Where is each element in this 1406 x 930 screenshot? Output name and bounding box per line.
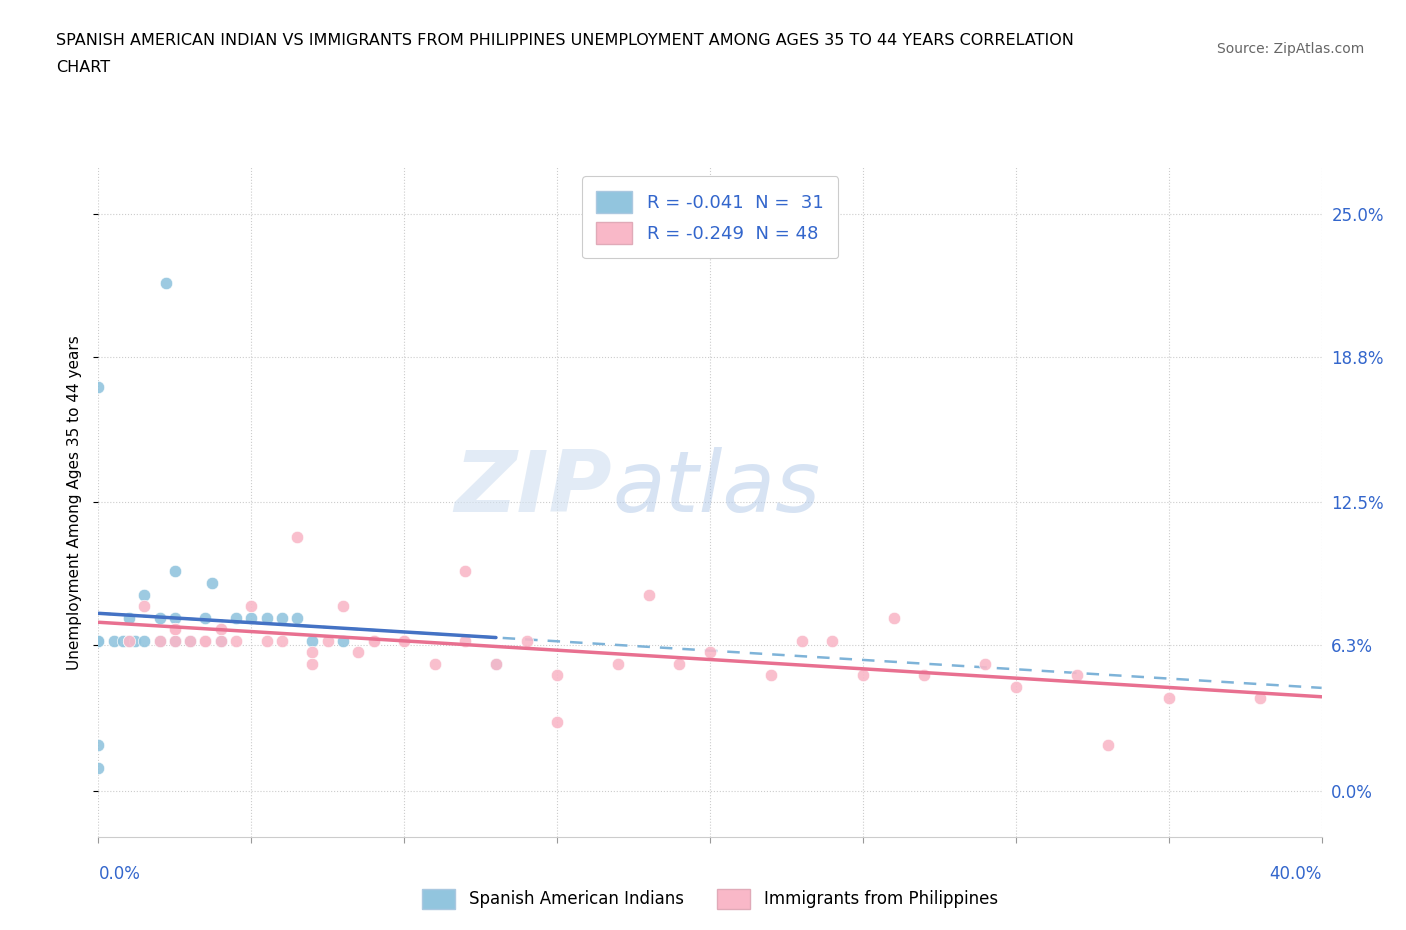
Point	[134, 633, 156, 648]
Text: SPANISH AMERICAN INDIAN VS IMMIGRANTS FROM PHILIPPINES UNEMPLOYMENT AMONG AGES 3: SPANISH AMERICAN INDIAN VS IMMIGRANTS FR…	[56, 33, 1074, 47]
Point	[256, 633, 278, 648]
Point	[87, 737, 110, 752]
Point	[1066, 668, 1088, 683]
Point	[1249, 691, 1271, 706]
Point	[883, 610, 905, 625]
Point	[1157, 691, 1180, 706]
Point	[332, 633, 354, 648]
Point	[485, 657, 508, 671]
Point	[194, 633, 217, 648]
Point	[821, 633, 844, 648]
Point	[852, 668, 875, 683]
Point	[111, 633, 134, 648]
Point	[637, 587, 661, 602]
Point	[301, 644, 323, 659]
Point	[194, 610, 217, 625]
Point	[209, 633, 232, 648]
Point	[270, 633, 292, 648]
Point	[163, 633, 186, 648]
Point	[87, 379, 110, 394]
Point	[759, 668, 782, 683]
Point	[347, 644, 370, 659]
Y-axis label: Unemployment Among Ages 35 to 44 years: Unemployment Among Ages 35 to 44 years	[67, 335, 83, 670]
Point	[163, 622, 186, 637]
Point	[516, 633, 538, 648]
Point	[392, 633, 416, 648]
Point	[163, 622, 186, 637]
Point	[485, 657, 508, 671]
Point	[240, 610, 263, 625]
Point	[301, 633, 323, 648]
Point	[209, 633, 232, 648]
Point	[194, 633, 217, 648]
Point	[363, 633, 385, 648]
Point	[912, 668, 935, 683]
Point	[270, 610, 292, 625]
Point	[163, 610, 186, 625]
Point	[546, 714, 568, 729]
Text: 0.0%: 0.0%	[98, 865, 141, 883]
Point	[240, 599, 263, 614]
Point	[87, 761, 110, 776]
Point	[200, 576, 222, 591]
Point	[118, 633, 141, 648]
Text: ZIP: ZIP	[454, 447, 612, 530]
Point	[363, 633, 385, 648]
Point	[118, 633, 141, 648]
Point	[209, 633, 232, 648]
Point	[124, 633, 146, 648]
Point	[301, 657, 323, 671]
Point	[607, 657, 630, 671]
Point	[87, 633, 110, 648]
Point	[225, 610, 247, 625]
Point	[134, 587, 156, 602]
Point	[974, 657, 997, 671]
Point	[256, 610, 278, 625]
Point	[285, 610, 308, 625]
Point	[546, 668, 568, 683]
Point	[149, 633, 172, 648]
Point	[454, 564, 477, 578]
Point	[225, 633, 247, 648]
Point	[179, 633, 201, 648]
Point	[209, 622, 232, 637]
Point	[163, 564, 186, 578]
Text: 40.0%: 40.0%	[1270, 865, 1322, 883]
Point	[285, 529, 308, 544]
Legend: Spanish American Indians, Immigrants from Philippines: Spanish American Indians, Immigrants fro…	[415, 882, 1005, 916]
Point	[87, 633, 110, 648]
Point	[668, 657, 690, 671]
Point	[179, 633, 201, 648]
Point	[423, 657, 446, 671]
Point	[155, 275, 177, 290]
Point	[149, 633, 172, 648]
Point	[163, 633, 186, 648]
Text: CHART: CHART	[56, 60, 110, 75]
Point	[149, 610, 172, 625]
Text: atlas: atlas	[612, 447, 820, 530]
Point	[454, 633, 477, 648]
Point	[790, 633, 813, 648]
Point	[179, 633, 201, 648]
Point	[316, 633, 339, 648]
Point	[118, 610, 141, 625]
Point	[332, 599, 354, 614]
Point	[194, 633, 217, 648]
Point	[392, 633, 416, 648]
Point	[103, 633, 125, 648]
Point	[1097, 737, 1119, 752]
Point	[1004, 680, 1026, 695]
Point	[134, 599, 156, 614]
Text: Source: ZipAtlas.com: Source: ZipAtlas.com	[1216, 42, 1364, 56]
Point	[699, 644, 721, 659]
Point	[163, 633, 186, 648]
